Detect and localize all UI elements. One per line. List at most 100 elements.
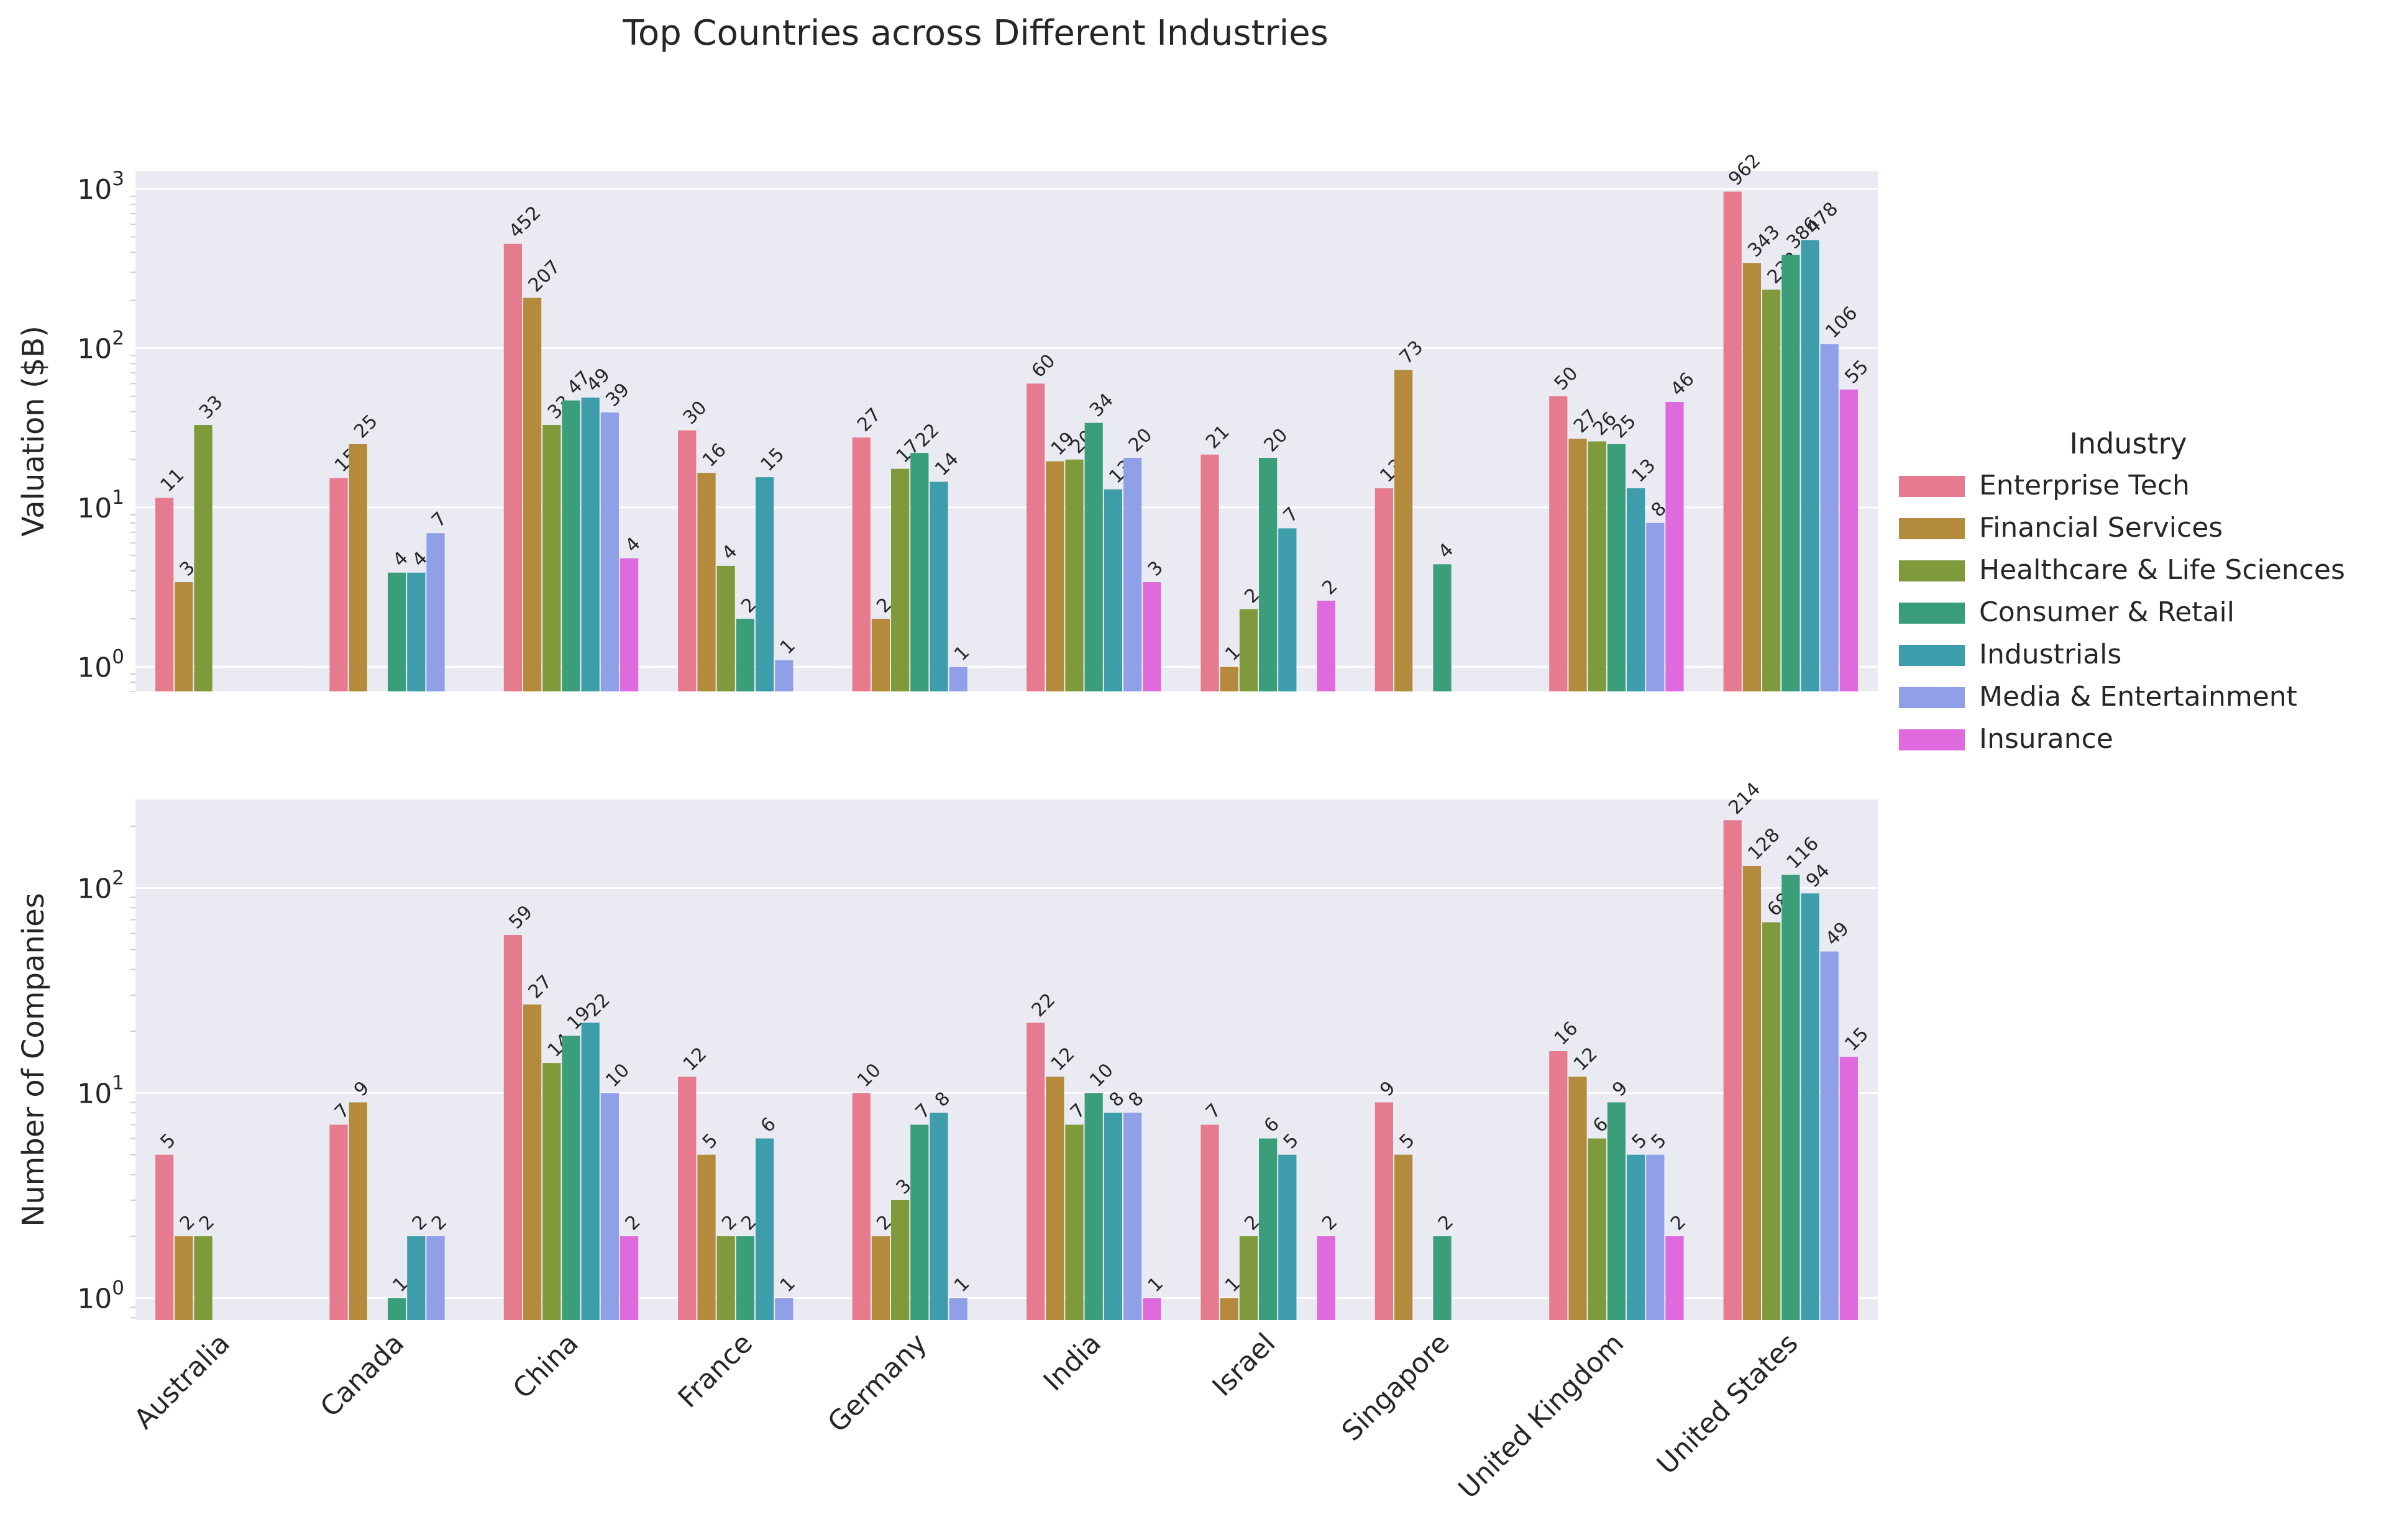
bar — [600, 412, 619, 691]
bar — [329, 1124, 348, 1320]
bar — [697, 1154, 716, 1320]
legend-item-enterprise-tech: Enterprise Tech — [1899, 470, 2190, 501]
bar — [1201, 1124, 1219, 1320]
y-axis-label: Number of Companies — [16, 893, 51, 1226]
bar — [891, 468, 910, 691]
bar — [1839, 1057, 1858, 1320]
bar — [736, 619, 754, 691]
bar — [542, 1063, 561, 1320]
bar — [329, 478, 348, 691]
bar — [523, 298, 542, 691]
bar — [1065, 459, 1084, 691]
bar — [1123, 458, 1142, 691]
legend-item-healthcare-and-life-sciences: Healthcare & Life Sciences — [1899, 554, 2345, 586]
bar — [1220, 1298, 1238, 1320]
bar — [388, 572, 406, 691]
bar — [1762, 922, 1781, 1320]
x-tick-label: Australia — [128, 1328, 236, 1436]
bar — [562, 400, 580, 691]
bar — [503, 244, 522, 692]
bar — [716, 565, 735, 691]
bar — [155, 498, 174, 691]
bar — [1317, 1236, 1335, 1320]
bar — [1820, 951, 1839, 1320]
bar — [1742, 263, 1761, 692]
bar — [930, 1113, 948, 1320]
bar — [1201, 454, 1219, 691]
bar — [678, 430, 697, 691]
bar — [194, 425, 213, 691]
bar — [1046, 461, 1064, 691]
bar — [1762, 289, 1781, 691]
bar — [756, 1138, 774, 1320]
bar — [891, 1200, 910, 1320]
x-tick-label: France — [672, 1328, 759, 1415]
bar — [1568, 439, 1587, 691]
x-tick-label: Singapore — [1336, 1328, 1456, 1447]
bar — [1239, 1236, 1258, 1320]
bar — [1607, 444, 1626, 691]
bar — [697, 473, 716, 691]
bar — [1027, 1023, 1045, 1320]
bar — [1220, 667, 1238, 691]
bar — [542, 425, 561, 691]
bar — [1317, 600, 1335, 691]
bar — [949, 667, 967, 691]
bar — [1374, 1102, 1393, 1320]
bar — [910, 1124, 929, 1320]
y-tick-label: 101 — [77, 1072, 124, 1109]
bar — [1065, 1124, 1084, 1320]
plot-area — [135, 171, 1878, 691]
bar — [1084, 422, 1103, 691]
bar — [852, 437, 871, 691]
bar — [581, 397, 600, 691]
legend: Industry Enterprise Tech Financial Servic… — [1899, 427, 2345, 755]
legend-label: Healthcare & Life Sciences — [1979, 554, 2345, 586]
bar — [1433, 1236, 1452, 1320]
y-tick-label: 101 — [77, 486, 124, 524]
bar — [756, 477, 774, 691]
bar — [1723, 191, 1742, 692]
bar — [716, 1236, 735, 1320]
bar — [1084, 1093, 1103, 1320]
x-tick-label: China — [507, 1328, 585, 1405]
legend-item-financial-services: Financial Services — [1899, 512, 2223, 544]
bar — [1239, 609, 1258, 691]
bar — [1374, 488, 1393, 691]
legend-item-industrials: Industrials — [1899, 639, 2121, 670]
legend-item-consumer-and-retail: Consumer & Retail — [1899, 596, 2234, 628]
bar — [1801, 240, 1819, 691]
x-tick-label: Canada — [314, 1328, 410, 1423]
bar — [1627, 488, 1645, 691]
bar — [910, 453, 929, 691]
legend-swatch — [1899, 729, 1965, 750]
bar — [175, 1236, 193, 1320]
bar — [1839, 390, 1858, 691]
bar — [388, 1298, 406, 1320]
bar — [1123, 1113, 1142, 1320]
bar — [1278, 1154, 1297, 1320]
bar — [678, 1077, 697, 1320]
legend-item-media-and-entertainment: Media & Entertainment — [1899, 681, 2297, 713]
legend-label: Consumer & Retail — [1979, 596, 2234, 628]
bar — [1723, 820, 1742, 1320]
legend-swatch — [1899, 518, 1965, 539]
bar — [1549, 1051, 1568, 1320]
bar — [1607, 1102, 1626, 1320]
bar — [949, 1298, 967, 1320]
bar — [155, 1154, 174, 1320]
bar — [426, 533, 445, 691]
bar — [871, 1236, 890, 1320]
bar — [581, 1023, 600, 1320]
x-tick-label: Germany — [822, 1328, 933, 1439]
bar — [407, 1236, 426, 1320]
bar — [503, 934, 522, 1320]
legend-label: Industrials — [1979, 639, 2121, 670]
legend-label: Media & Entertainment — [1979, 681, 2297, 713]
bar — [1665, 1236, 1684, 1320]
plot-area — [135, 800, 1878, 1320]
